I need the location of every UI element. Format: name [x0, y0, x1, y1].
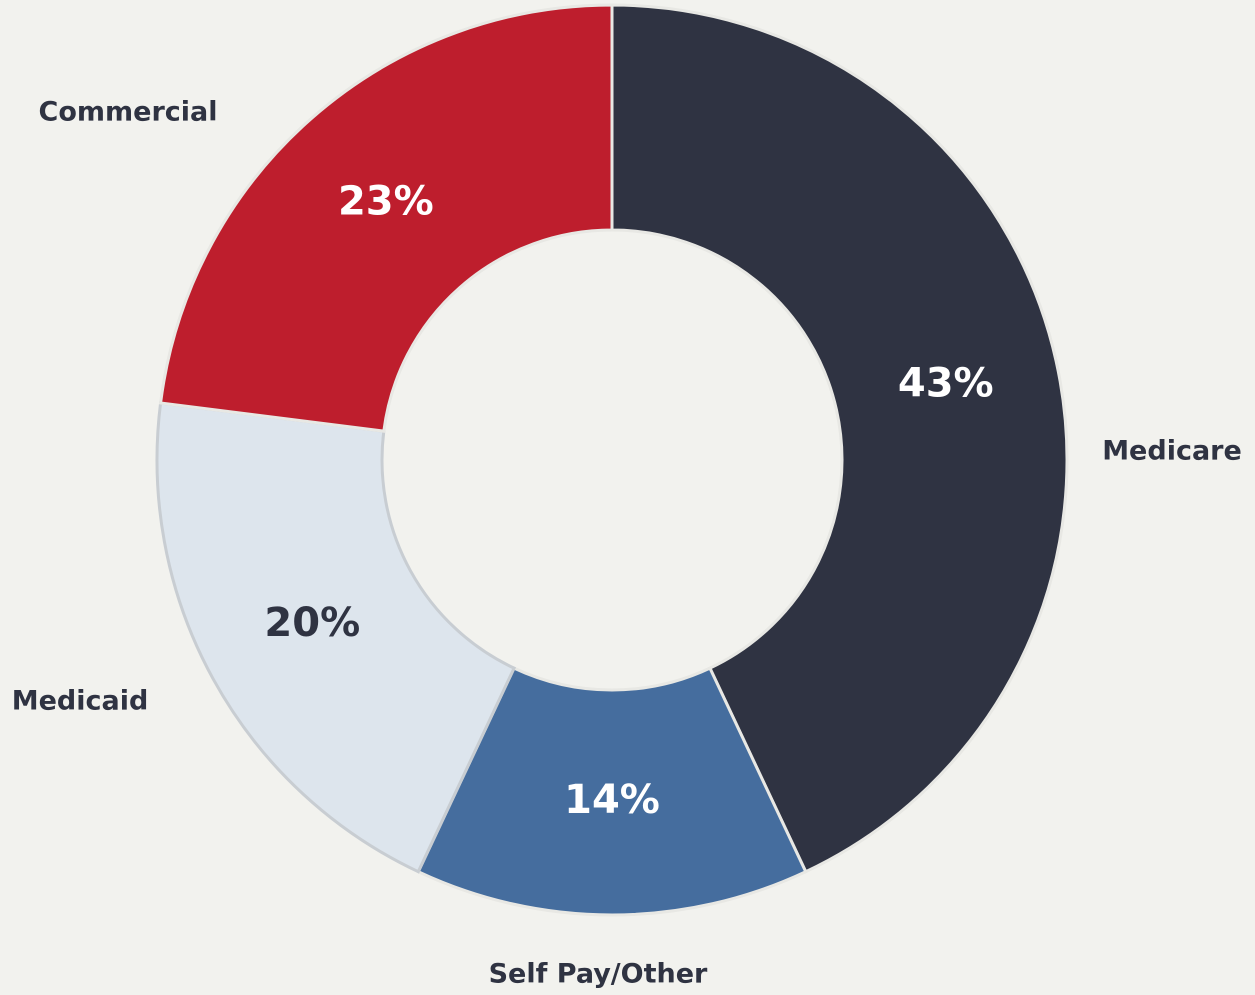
category-label: Medicaid — [12, 686, 149, 717]
donut-slice — [610, 3, 1069, 874]
category-label: Self Pay/Other — [489, 959, 708, 990]
donut-slice — [416, 666, 808, 917]
value-label: 20% — [264, 600, 360, 646]
value-label: 43% — [898, 360, 994, 406]
donut-slice — [155, 401, 517, 874]
value-label: 23% — [338, 178, 434, 224]
donut-slice — [158, 3, 614, 433]
category-label: Medicare — [1102, 436, 1242, 467]
category-label: Commercial — [39, 97, 218, 128]
value-label: 14% — [564, 777, 660, 823]
